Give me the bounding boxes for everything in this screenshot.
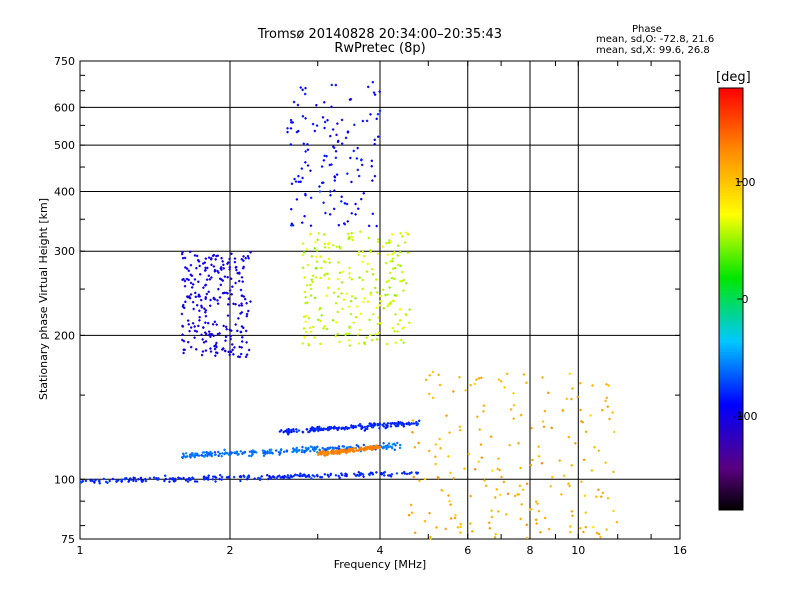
chart-title: Tromsø 20140828 20:34:00–20:35:43 — [257, 27, 503, 42]
colorbar-tick-label: 0 — [742, 293, 749, 306]
x-tick-label: 1 — [77, 544, 84, 557]
x-tick-label: 2 — [227, 544, 234, 557]
x-tick-label: 4 — [377, 544, 384, 557]
chart-subtitle: RwPretec (8p) — [334, 41, 426, 56]
stats-line-x: mean, sd,X: 99.6, 26.8 — [596, 45, 710, 56]
x-tick-label: 16 — [673, 544, 687, 557]
colorbar-tick-label: 100 — [735, 176, 756, 189]
y-tick-label: 500 — [54, 139, 75, 152]
stats-heading: Phase — [632, 24, 662, 35]
x-axis-label: Frequency [MHz] — [333, 558, 427, 571]
x-tick-label: 8 — [527, 544, 534, 557]
colorbar-tick-label: -100 — [733, 410, 758, 423]
y-tick-label: 600 — [54, 101, 75, 114]
stats-line-o: mean, sd,O: -72.8, 21.6 — [596, 34, 715, 45]
colorbar-unit-label: [deg] — [716, 70, 751, 85]
y-tick-label: 400 — [54, 185, 75, 198]
x-tick-label: 10 — [571, 544, 585, 557]
y-tick-label: 100 — [54, 473, 75, 486]
y-tick-label: 200 — [54, 329, 75, 342]
y-tick-label: 750 — [54, 55, 75, 68]
x-tick-label: 6 — [464, 544, 471, 557]
y-tick-label: 300 — [54, 245, 75, 258]
y-tick-label: 75 — [61, 533, 75, 546]
